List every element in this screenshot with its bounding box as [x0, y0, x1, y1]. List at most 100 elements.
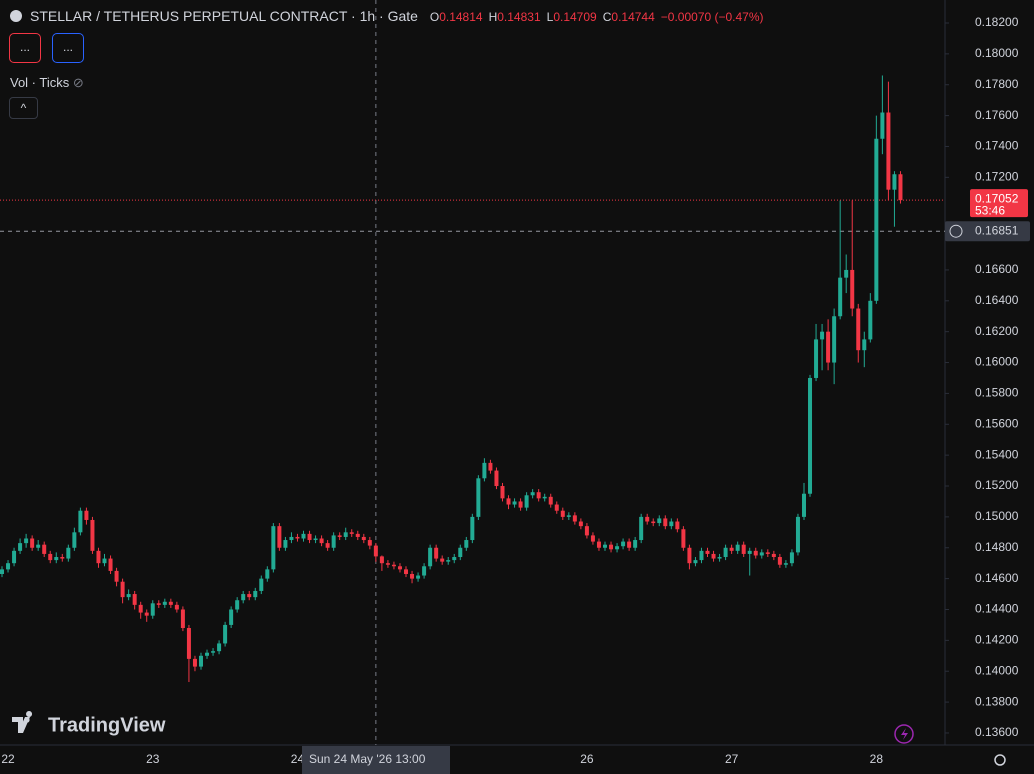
candle-body — [723, 547, 728, 558]
crosshair-price-box — [945, 221, 1030, 242]
candle-body — [856, 308, 861, 351]
candle-body — [603, 544, 607, 548]
candle-body — [868, 300, 873, 340]
candle-body — [777, 557, 782, 565]
crosshair-time-label: Sun 24 May '26 13:00 — [309, 752, 426, 766]
last-price-box — [970, 189, 1028, 218]
candle-body — [542, 496, 547, 499]
candle-body — [759, 552, 764, 556]
candle-body — [72, 532, 77, 548]
candle-body — [898, 174, 903, 201]
candle-body — [289, 536, 294, 541]
candle-body — [367, 540, 372, 546]
candle-body — [765, 552, 770, 554]
candle-body — [217, 643, 222, 652]
last-price-label: 0.17052 — [975, 191, 1019, 205]
candle-body — [361, 536, 366, 541]
y-tick-label: 0.17600 — [975, 108, 1019, 122]
candle-body — [838, 277, 843, 317]
candle-body — [223, 624, 228, 644]
candle-body — [572, 515, 577, 522]
candle-body — [826, 331, 831, 363]
y-tick-label: 0.15000 — [975, 509, 1019, 523]
candle-body — [536, 492, 541, 499]
crosshair-price-label: 0.16851 — [975, 223, 1019, 237]
candle-body — [404, 569, 409, 574]
candle-body — [850, 269, 855, 309]
candle-body — [373, 545, 378, 557]
candle-body — [307, 533, 312, 541]
candle-body — [530, 492, 535, 496]
candle-body — [687, 547, 692, 564]
y-tick-label: 0.17800 — [975, 77, 1019, 91]
l-key: L — [546, 10, 554, 24]
candle-body — [211, 651, 216, 653]
candle-body — [397, 566, 402, 570]
x-tick-label: 23 — [146, 752, 160, 766]
candle-body — [880, 112, 885, 139]
candle-body — [253, 590, 258, 598]
y-tick-label: 0.14400 — [975, 602, 1019, 616]
candle-body — [283, 540, 288, 548]
candle-body — [892, 174, 897, 190]
x-tick-label: 28 — [870, 752, 884, 766]
h-key: H — [488, 10, 498, 24]
c-key: C — [602, 10, 612, 24]
color-button[interactable]: ... — [9, 33, 41, 63]
alert-icon[interactable] — [894, 724, 914, 744]
settings-icon[interactable] — [994, 754, 1006, 766]
x-tick-label: 26 — [580, 752, 594, 766]
candle-body — [747, 550, 752, 554]
candle-body — [235, 600, 240, 610]
countdown-label: 53:46 — [975, 203, 1005, 217]
candle-body — [42, 544, 47, 554]
c-value: 0.14744 — [611, 10, 655, 24]
candle-body — [156, 603, 161, 605]
candle-body — [120, 581, 125, 598]
candle-body — [325, 543, 330, 548]
candle-body — [482, 462, 487, 479]
candle-body — [301, 533, 306, 539]
candle-body — [180, 609, 185, 629]
candle-body — [476, 478, 481, 517]
candle-body — [355, 533, 360, 537]
candle-body — [783, 563, 788, 565]
candle-body — [18, 543, 23, 551]
candle-body — [464, 540, 469, 548]
candle-body — [422, 566, 427, 576]
x-tick-label: 22 — [1, 752, 15, 766]
candle-body — [681, 529, 686, 548]
candle-body — [675, 521, 680, 530]
candle-body — [446, 560, 451, 562]
candle-body — [295, 536, 300, 539]
candle-body — [138, 604, 143, 613]
watermark: TradingView — [12, 711, 166, 736]
candle-body — [60, 557, 65, 559]
y-tick-label: 0.18200 — [975, 15, 1019, 29]
collapse-button[interactable]: ^ — [9, 97, 38, 119]
candle-body — [627, 541, 632, 548]
candle-body — [30, 538, 35, 548]
candle-body — [566, 515, 571, 517]
candle-body — [313, 538, 318, 541]
candle-body — [548, 496, 553, 505]
candle-body — [229, 609, 234, 625]
candle-body — [440, 558, 445, 562]
candle-body — [66, 547, 71, 559]
candle-body — [615, 546, 620, 550]
candle-body — [198, 655, 203, 667]
candle-body — [331, 535, 336, 548]
candle-body — [524, 495, 529, 508]
candle-body — [506, 498, 511, 505]
header: STELLAR / TETHERUS PERPETUAL CONTRACT · … — [10, 6, 770, 26]
candle-body — [108, 558, 113, 571]
candle-body — [518, 501, 523, 508]
candle-body — [494, 470, 499, 487]
color-button[interactable]: ... — [52, 33, 84, 63]
candle-body — [84, 510, 89, 520]
crosshair-time-box — [302, 746, 450, 774]
candle-body — [717, 557, 722, 559]
h-value: 0.14831 — [497, 10, 541, 24]
